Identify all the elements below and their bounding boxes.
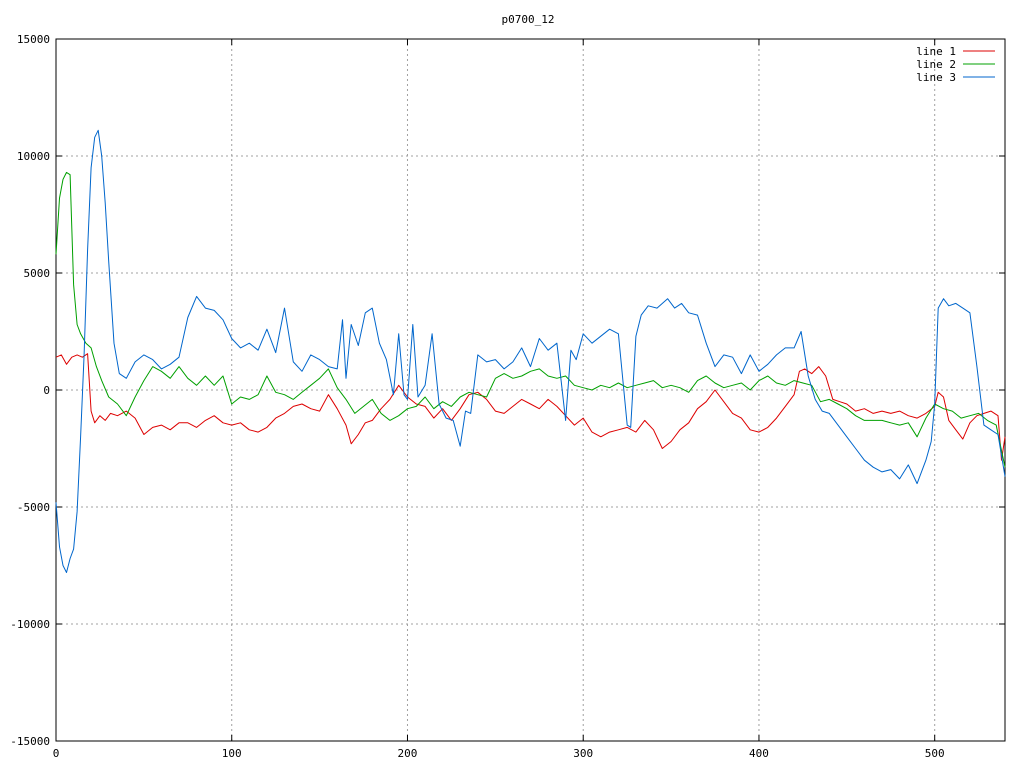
series-line-3: [55, 129, 1006, 573]
series-line-1: [55, 353, 1006, 461]
y-tick-label: -5000: [17, 501, 50, 514]
x-tick-label: 200: [398, 747, 418, 760]
x-tick-label: 0: [53, 747, 60, 760]
legend-label: line 3: [916, 71, 956, 84]
y-tick-label: 15000: [17, 33, 50, 46]
x-tick-label: 300: [573, 747, 593, 760]
x-tick-label: 400: [749, 747, 769, 760]
y-tick-label: -10000: [10, 618, 50, 631]
y-tick-label: 0: [43, 384, 50, 397]
series-line-2: [55, 171, 1006, 468]
legend-label: line 1: [916, 45, 956, 58]
chart-title: p0700_12: [502, 13, 555, 26]
x-tick-label: 100: [222, 747, 242, 760]
y-tick-label: 10000: [17, 150, 50, 163]
series-layer: [55, 129, 1006, 573]
axes: 0 100 200 300 400 500 -15000 -10000 -5000 0 5000 10…: [10, 33, 1006, 760]
grid: [56, 39, 1005, 741]
x-tick-label: 500: [925, 747, 945, 760]
y-tick-label: -15000: [10, 735, 50, 748]
legend-label: line 2: [916, 58, 956, 71]
y-tick-label: 5000: [24, 267, 51, 280]
